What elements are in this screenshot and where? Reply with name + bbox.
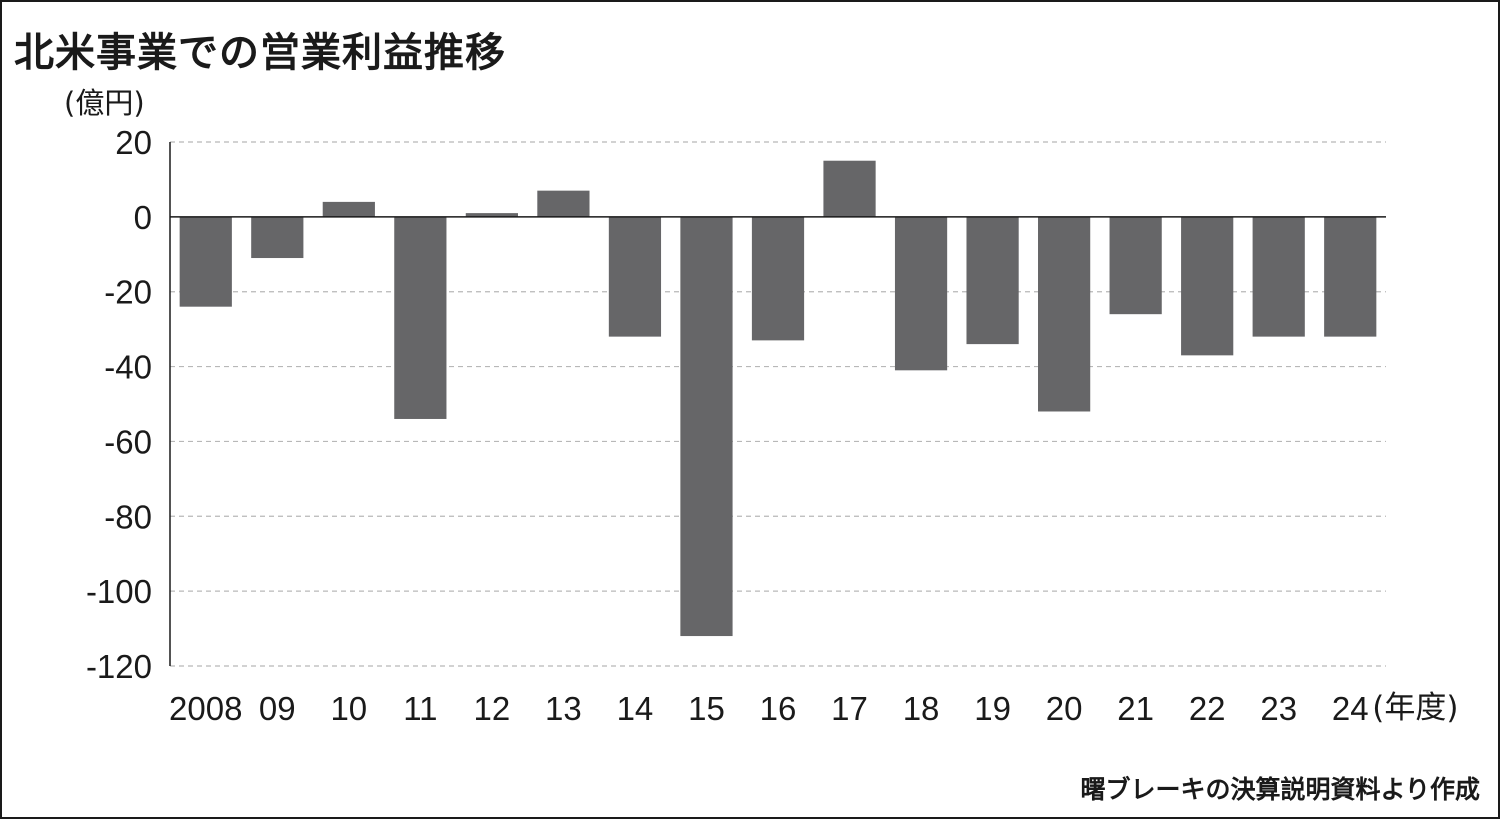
x-tick-label: 14 bbox=[617, 690, 654, 727]
x-tick-label: 21 bbox=[1117, 690, 1154, 727]
y-tick-label: -20 bbox=[104, 274, 152, 311]
x-tick-label: 10 bbox=[330, 690, 367, 727]
y-tick-label: 0 bbox=[134, 199, 152, 236]
bar bbox=[322, 201, 375, 217]
bar bbox=[465, 213, 518, 217]
y-tick-label: -60 bbox=[104, 423, 152, 460]
x-tick-label: 15 bbox=[688, 690, 725, 727]
bar bbox=[179, 216, 232, 307]
bar bbox=[1324, 216, 1377, 337]
y-tick-label: -100 bbox=[86, 573, 152, 610]
bar bbox=[1252, 216, 1305, 337]
x-tick-label: 24 bbox=[1332, 690, 1369, 727]
source-note: 曙ブレーキの決算説明資料より作成 bbox=[1080, 775, 1480, 804]
bar bbox=[537, 190, 590, 217]
bar bbox=[251, 216, 304, 259]
bar bbox=[1109, 216, 1162, 315]
x-tick-label: 16 bbox=[760, 690, 797, 727]
x-tick-label: 22 bbox=[1189, 690, 1226, 727]
x-tick-label: 12 bbox=[474, 690, 511, 727]
y-tick-label: -80 bbox=[104, 498, 152, 535]
x-tick-label: 19 bbox=[974, 690, 1011, 727]
bar bbox=[751, 216, 805, 341]
x-tick-label: 09 bbox=[259, 690, 296, 727]
y-tick-label: -120 bbox=[86, 648, 152, 685]
bar bbox=[894, 216, 948, 371]
bar bbox=[394, 216, 447, 419]
x-tick-label: 11 bbox=[403, 690, 437, 727]
bar bbox=[608, 216, 662, 337]
bar bbox=[966, 216, 1019, 345]
y-tick-label: -40 bbox=[104, 349, 152, 386]
x-tick-label: 18 bbox=[903, 690, 940, 727]
chart-title: 北米事業での営業利益推移 bbox=[14, 30, 506, 76]
bar bbox=[823, 160, 876, 217]
x-tick-label: 23 bbox=[1260, 690, 1297, 727]
y-tick-label: 20 bbox=[115, 124, 152, 161]
x-tick-label: 20 bbox=[1046, 690, 1083, 727]
x-tick-label: 13 bbox=[545, 690, 582, 727]
y-axis-unit-label: (億円) bbox=[64, 86, 145, 120]
bar bbox=[1038, 216, 1091, 412]
x-tick-label: 2008 bbox=[169, 690, 242, 727]
x-axis-unit-label: (年度) bbox=[1372, 690, 1458, 726]
x-tick-label: 17 bbox=[831, 690, 868, 727]
bar bbox=[1181, 216, 1234, 356]
bar bbox=[680, 216, 733, 637]
